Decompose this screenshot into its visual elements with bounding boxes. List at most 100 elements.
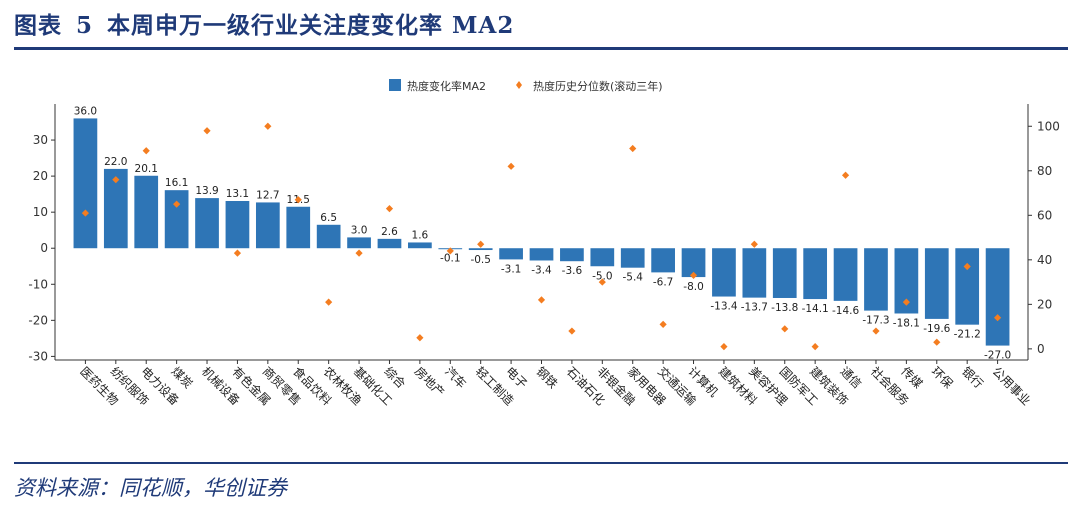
bar [408,242,432,249]
percentile-marker [993,314,1002,322]
chart-legend: 热度变化率MA2 热度历史分位数(滚动三年) [389,79,663,93]
bar [164,190,189,249]
figure-number: 5 [76,12,94,39]
percentile-markers [81,122,1002,351]
left-axis: -30 -20 -10 0 10 20 30 [28,133,55,363]
bar [803,248,828,300]
legend-bar-swatch [389,79,401,91]
bar-value-label: 1.6 [412,229,429,241]
bar-value-label: -18.1 [893,317,920,329]
bar-value-label: -0.1 [440,253,461,265]
percentile-marker [841,171,850,179]
x-axis-category-label: 综合 [381,364,409,392]
bar-value-label: 6.5 [320,212,337,224]
percentile-marker [203,127,211,135]
bar-value-label: 3.0 [351,224,368,236]
percentile-marker [355,249,363,257]
bar [681,248,706,278]
legend-bar-label: 热度变化率MA2 [407,79,486,93]
title-rule [14,47,1068,50]
combo-chart: 热度变化率MA2 热度历史分位数(滚动三年) -30-20-100102030 … [28,79,1060,408]
bar-value-label: -13.7 [741,302,768,314]
bar [864,248,888,311]
bar-value-label: 36.0 [74,105,97,117]
bar-value-label: -8.0 [683,281,704,293]
bar-value-label: 22.0 [104,156,127,168]
legend-marker-label: 热度历史分位数(滚动三年) [533,79,663,93]
bar-value-label: -13.4 [710,301,737,313]
right-axis-tick-label: 100 [1037,119,1060,133]
bar [772,248,797,298]
percentile-marker [81,209,90,217]
left-axis-tick-label: -10 [28,277,48,291]
bar-value-label: -17.3 [862,315,889,327]
x-axis-category-label: 传媒 [898,364,926,392]
bar-value-label: -0.5 [470,254,491,266]
bar [985,248,1010,346]
bar-value-label: -5.0 [592,270,613,282]
left-axis-tick-label: 10 [33,205,48,219]
bar-value-label: -3.1 [501,263,522,275]
bar [195,198,219,249]
bar-value-label: -3.6 [562,265,583,277]
bar-value-label: 20.1 [135,163,158,175]
percentile-marker [689,271,698,280]
right-axis-tick-label: 0 [1037,342,1045,356]
percentile-marker [537,296,546,304]
left-axis-tick-label: 0 [40,241,48,255]
percentile-marker [385,205,394,213]
percentile-marker [811,343,819,351]
bar [73,118,98,249]
bar [712,248,736,297]
bar [347,237,371,249]
percentile-marker [750,240,758,248]
percentile-marker [325,298,333,306]
bar-value-label: -14.6 [832,305,859,317]
percentile-marker [112,176,120,184]
percentile-marker [902,298,910,306]
legend-marker-swatch [516,81,522,89]
bar-value-label: 13.9 [195,185,218,197]
figure-title-text: 本周申万一级行业关注度变化率 MA2 [107,12,515,39]
x-axis-category-label: 环保 [929,364,956,391]
x-axis-category-label: 煤炭 [169,364,196,391]
bar [924,248,949,319]
bar [833,248,858,301]
bar-value-label: -3.4 [531,264,552,276]
x-axis-category-label: 房地产 [412,364,448,400]
bar [103,168,128,249]
bar-value-label: -19.6 [923,323,950,335]
bar-series [73,118,1010,346]
percentile-marker [446,247,454,255]
x-axis-category-label: 银行 [959,364,986,391]
bar-value-labels: 36.022.020.116.113.913.112.711.56.53.02.… [74,105,1011,361]
right-axis: 0 20 40 60 80 100 [1028,119,1060,356]
source-note: 资料来源：同花顺，华创证券 [14,476,287,500]
bar-value-label: -6.7 [653,276,674,288]
percentile-marker [568,327,576,335]
left-axis-tick-label: 20 [33,169,48,183]
x-axis-category-label: 通信 [837,364,864,391]
figure-title: 图表 5 本周申万一级行业关注度变化率 MA2 [14,6,514,40]
percentile-marker [629,144,637,153]
left-axis-tick-label: -30 [28,349,48,363]
percentile-marker [294,196,302,204]
x-axis-category-label: 钢铁 [533,364,560,391]
x-axis-category-label: 公用事业 [989,364,1033,408]
bar [499,248,523,260]
bar [529,248,554,261]
percentile-marker [963,262,971,271]
bar-value-label: -13.8 [771,302,798,314]
percentile-marker [659,320,667,328]
bar [894,248,919,314]
bar [742,248,767,298]
right-axis-tick-label: 60 [1037,208,1052,222]
bar [286,206,311,249]
bar-value-label: -14.1 [802,303,829,315]
percentile-marker [598,278,606,286]
right-axis-tick-label: 40 [1037,253,1052,267]
bar [620,248,645,268]
percentile-marker [781,325,789,333]
percentile-marker [933,338,941,346]
